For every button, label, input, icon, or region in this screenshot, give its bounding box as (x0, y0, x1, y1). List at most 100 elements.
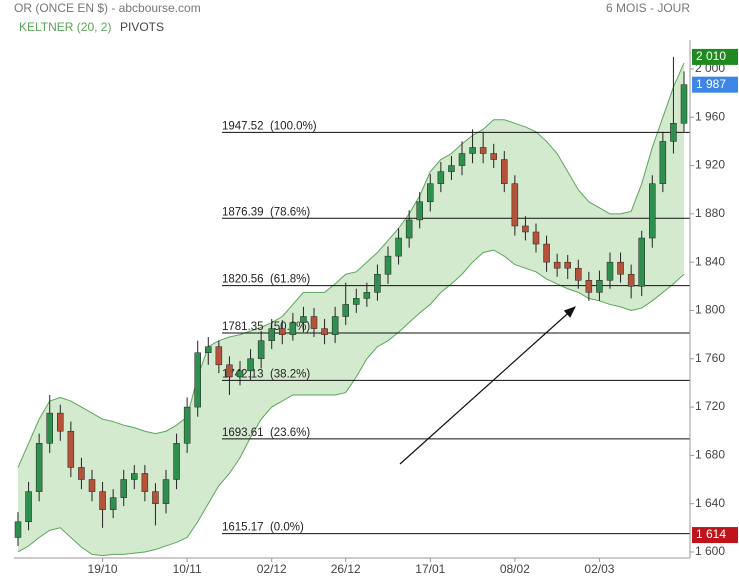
fib-label: 1947.52 (100.0%) (222, 120, 317, 132)
candle-body (131, 473, 138, 480)
band-line (17, 62, 685, 468)
candle-body (384, 255, 392, 275)
candle-body (532, 231, 540, 245)
candle-body (67, 430, 75, 468)
candle-body (109, 497, 117, 510)
candle-body (627, 273, 635, 287)
candle-body (606, 261, 614, 281)
candle-body (279, 328, 286, 335)
y-tick-label: 1 640 (695, 496, 725, 510)
keltner-band (17, 62, 685, 557)
x-tick-label: 08/02 (500, 562, 530, 576)
candle-body (490, 153, 497, 160)
x-tick-label: 19/10 (88, 562, 118, 576)
price-tag-label: 1 987 (696, 77, 726, 91)
candle-body (300, 316, 307, 323)
y-tick-label: 1 920 (695, 158, 725, 172)
y-tick-label: 1 760 (695, 351, 725, 365)
fib-levels: 1947.52 (100.0%) 1876.39 (78.6%) 1820.56 (… (222, 120, 690, 535)
candle-body (469, 147, 476, 154)
candle-body (46, 412, 53, 444)
candle-body (585, 280, 593, 293)
annotation-arrow (399, 306, 576, 465)
y-tick-label: 1 960 (695, 109, 725, 123)
candle-body (321, 328, 328, 335)
fib-label: 1693.61 (23.6%) (222, 427, 310, 439)
candle-body (88, 479, 96, 492)
price-tag-label: 1 614 (696, 527, 726, 541)
candle-body (596, 280, 603, 293)
fib-label: 1820.56 (61.8%) (222, 274, 310, 286)
band-fill (18, 62, 684, 556)
x-tick-label: 02/03 (584, 562, 614, 576)
candle-body (427, 183, 434, 203)
price-tag (692, 527, 738, 544)
candle-body (247, 358, 254, 372)
candle-body (405, 219, 413, 239)
candle-body (649, 183, 656, 239)
candle-body (152, 491, 159, 504)
candle-body (215, 346, 223, 366)
candle-body (289, 322, 297, 335)
y-tick-label: 1 800 (695, 303, 725, 317)
candle-body (205, 346, 212, 353)
candle-body (416, 201, 423, 221)
y-tick-label: 1 720 (695, 399, 725, 413)
band-line (17, 249, 685, 557)
candle-body (99, 491, 106, 510)
fib-label: 1876.39 (78.6%) (222, 206, 310, 218)
y-tick-label: 1 600 (695, 544, 725, 558)
candle-body (35, 443, 43, 492)
candle-body (25, 491, 32, 523)
candle-body (511, 183, 519, 227)
candle-body (183, 406, 191, 444)
candle-body (553, 261, 561, 269)
price-tag (692, 76, 738, 93)
candle-body (194, 352, 201, 408)
candle-body (543, 243, 550, 263)
candle-body (458, 153, 466, 166)
candle-body (173, 443, 180, 480)
candle-body (479, 147, 487, 154)
price-tag-label: 2 010 (696, 49, 726, 63)
candle-body (120, 479, 127, 498)
candle-body (363, 292, 371, 299)
chart-title: OR (ONCE EN $) - abcbourse.com (14, 1, 201, 15)
candles (14, 56, 688, 546)
candle-body (437, 171, 445, 184)
candle-body (226, 364, 233, 378)
axes: 1 600 1 640 1 680 1 720 1 760 1 800 1 840 1 880… (14, 40, 738, 576)
indicator: KELTNER (20, 2) (19, 20, 111, 34)
candle-body (617, 261, 624, 275)
candle-body (257, 340, 265, 360)
candle-body (638, 237, 645, 287)
candle-body (501, 159, 508, 184)
fib-label: 1742.13 (38.2%) (222, 368, 310, 380)
candle-body (57, 412, 64, 432)
candle-body (353, 298, 360, 305)
y-tick-label: 1 880 (695, 206, 725, 220)
fib-label: 1781.35 (50.0%) (222, 321, 310, 333)
candle-body (78, 467, 85, 480)
candle-body (236, 370, 244, 378)
y-tick-label: 1 840 (695, 254, 725, 268)
candle-body (680, 84, 688, 124)
candle-body (564, 261, 571, 269)
candle-body (342, 304, 349, 317)
x-tick-label: 02/12 (257, 562, 287, 576)
candle-body (162, 479, 170, 504)
indicator: PIVOTS (120, 20, 164, 34)
candle-body (659, 141, 667, 184)
candle-body (14, 521, 22, 538)
x-tick-label: 26/12 (331, 562, 361, 576)
candle-body (575, 267, 582, 281)
period: 6 MOIS - JOUR (606, 1, 690, 15)
candle-body (522, 225, 529, 233)
price-tag (692, 48, 738, 65)
y-tick-label: 1 680 (695, 448, 725, 462)
x-tick-label: 10/11 (173, 562, 202, 576)
candle-body (374, 273, 381, 293)
fib-label: 1615.17 (0.0%) (222, 522, 304, 534)
candle-body (670, 123, 677, 142)
candle-body (310, 316, 318, 329)
